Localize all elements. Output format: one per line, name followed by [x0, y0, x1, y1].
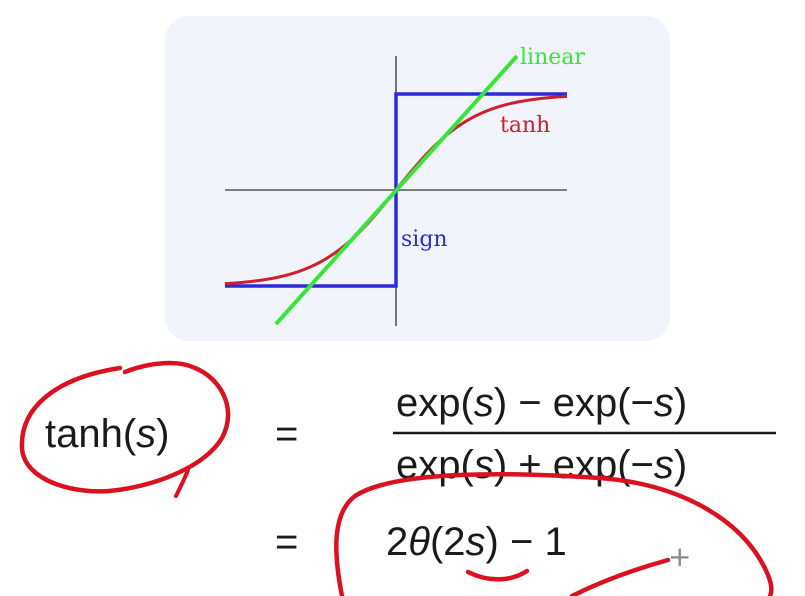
circle-annotation-rhs	[334, 471, 774, 596]
tanh-label: tanh	[500, 113, 550, 138]
formula-rhs-2: 2θ(2s) − 1	[386, 520, 567, 564]
sign-label: sign	[401, 227, 448, 252]
circle-annotation-lhs	[19, 360, 231, 494]
fraction-numerator: exp(s) − exp(−s)	[396, 381, 687, 425]
crosshair-cursor-icon: +	[668, 540, 691, 573]
equals-sign-2: =	[275, 520, 298, 564]
linear-label: linear	[520, 45, 585, 70]
linear-curve	[274, 54, 519, 326]
fraction-denominator: exp(s) + exp(−s)	[396, 443, 687, 487]
underline-annotation	[465, 568, 530, 582]
equals-sign-1: =	[275, 412, 298, 456]
formula-lhs: tanh(s)	[45, 412, 170, 456]
annotation-tick	[174, 468, 190, 498]
stroke-annotation	[569, 557, 671, 596]
